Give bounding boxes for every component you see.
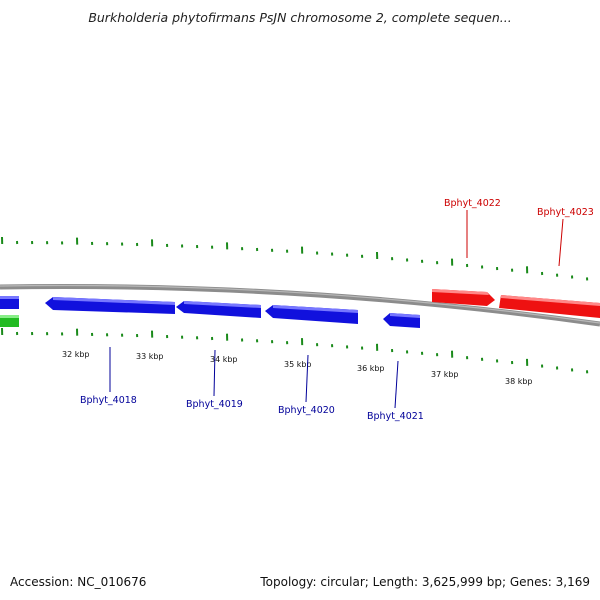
chromosome-backbone — [0, 283, 600, 327]
gene-label-bphyt-4023[interactable]: Bphyt_4023 — [537, 207, 594, 218]
accession-text: Accession: NC_010676 — [10, 575, 147, 589]
scale-label-32kbp: 32 kbp — [62, 350, 90, 359]
gene-bphyt-4021[interactable] — [383, 313, 420, 328]
gene-bphyt-4022[interactable] — [432, 289, 495, 306]
scale-label-33kbp: 33 kbp — [136, 352, 164, 361]
gene-label-bphyt-4018[interactable]: Bphyt_4018 — [80, 395, 137, 406]
inner-tick-track — [1, 327, 589, 374]
gene-label-bphyt-4021[interactable]: Bphyt_4021 — [367, 411, 424, 422]
scale-label-36kbp: 36 kbp — [357, 364, 385, 373]
gene-bphyt-4023[interactable] — [499, 295, 600, 318]
scale-label-34kbp: 34 kbp — [210, 355, 238, 364]
gene-partial-left-blue[interactable] — [0, 296, 19, 309]
scale-label-37kbp: 37 kbp — [431, 370, 459, 379]
map-title: Burkholderia phytofirmans PsJN chromosom… — [88, 10, 512, 25]
gene-bphyt-4019[interactable] — [176, 301, 261, 318]
outer-tick-track — [1, 236, 589, 281]
leader-bphyt-4021 — [394, 360, 399, 409]
leader-bphyt-4020 — [305, 354, 309, 403]
gene-partial-left-green[interactable] — [0, 315, 19, 327]
scale-label-38kbp: 38 kbp — [505, 377, 533, 386]
scale-label-35kbp: 35 kbp — [284, 360, 312, 369]
gene-bphyt-4018[interactable] — [45, 297, 175, 314]
gene-label-bphyt-4020[interactable]: Bphyt_4020 — [278, 405, 335, 416]
leader-bphyt-4019 — [213, 349, 216, 397]
gene-bphyt-4020[interactable] — [265, 305, 358, 324]
gene-label-bphyt-4019[interactable]: Bphyt_4019 — [186, 399, 243, 410]
leader-bphyt-4023 — [558, 218, 564, 267]
genome-summary-text: Topology: circular; Length: 3,625,999 bp… — [260, 575, 590, 589]
gene-label-bphyt-4022[interactable]: Bphyt_4022 — [444, 198, 501, 209]
